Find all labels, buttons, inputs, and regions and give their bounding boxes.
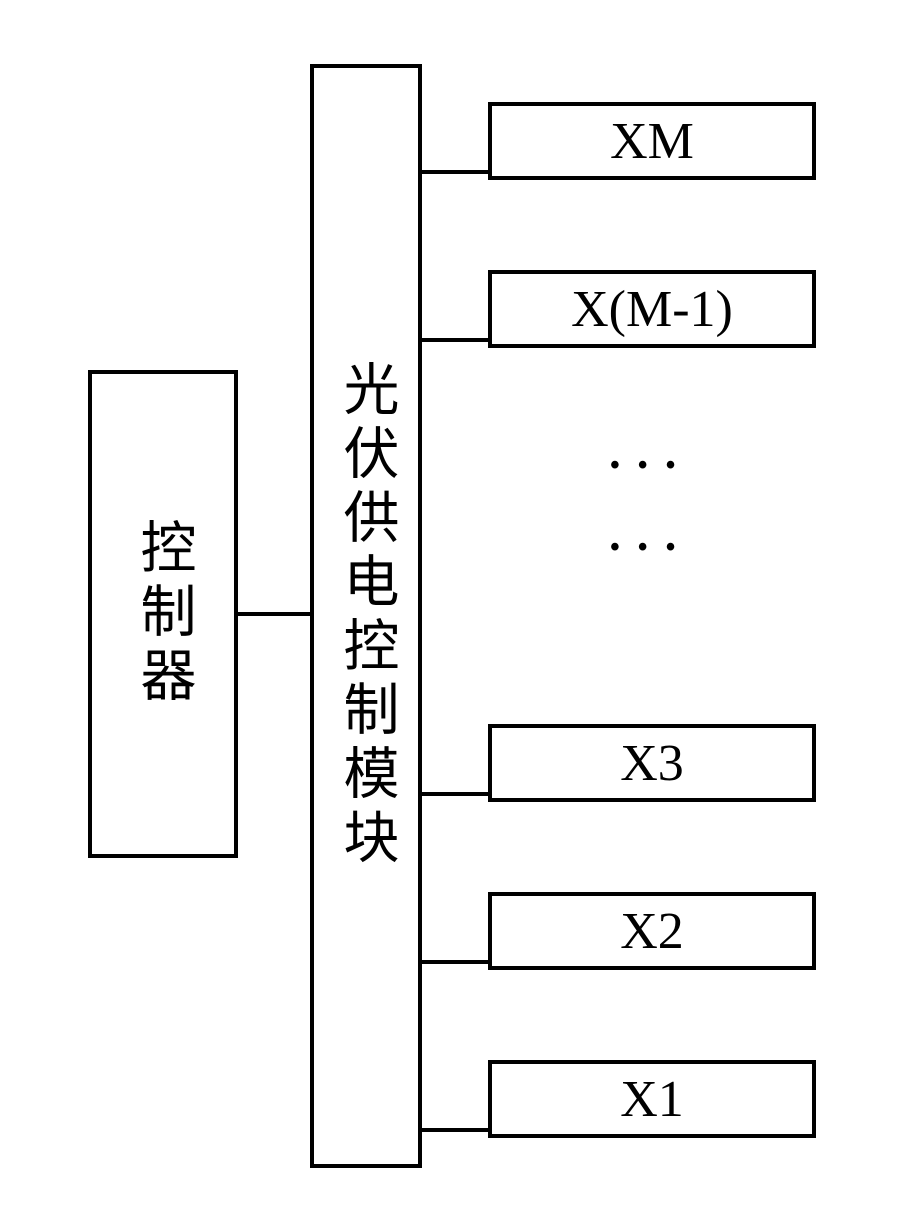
- output-box-xm1: X(M-1): [488, 270, 816, 348]
- output-label-x3: X3: [620, 734, 684, 793]
- controller-box: 控制器: [88, 370, 238, 858]
- connector-controller-module: [238, 612, 310, 616]
- dots-row-2: •••: [610, 532, 693, 564]
- output-label-xm1: X(M-1): [571, 280, 733, 339]
- connector-x2: [422, 960, 488, 964]
- controller-label: 控制器: [135, 518, 191, 710]
- connector-x1: [422, 1128, 488, 1132]
- output-label-x2: X2: [620, 902, 684, 961]
- module-box: 光伏供电控制模块: [310, 64, 422, 1168]
- ellipsis-dots: ••• •••: [610, 450, 693, 564]
- dots-row-1: •••: [610, 450, 693, 482]
- output-label-xm: XM: [610, 112, 694, 171]
- output-label-x1: X1: [620, 1070, 684, 1129]
- output-box-x1: X1: [488, 1060, 816, 1138]
- output-box-x2: X2: [488, 892, 816, 970]
- output-box-x3: X3: [488, 724, 816, 802]
- connector-xm1: [422, 338, 488, 342]
- output-box-xm: XM: [488, 102, 816, 180]
- module-label: 光伏供电控制模块: [338, 360, 394, 872]
- connector-x3: [422, 792, 488, 796]
- connector-xm: [422, 170, 488, 174]
